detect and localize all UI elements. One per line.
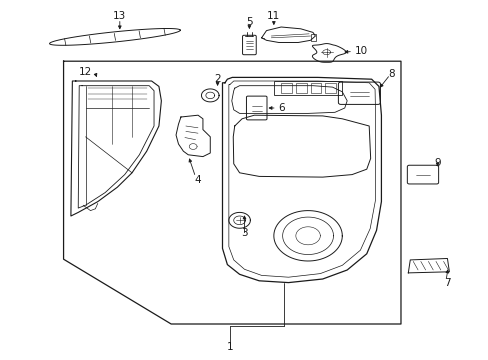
Text: 3: 3 — [241, 228, 247, 238]
Text: 8: 8 — [387, 69, 394, 79]
Text: 2: 2 — [214, 74, 221, 84]
Bar — [273, 81, 342, 95]
Bar — [325, 83, 335, 93]
Text: 13: 13 — [113, 11, 126, 21]
Text: 6: 6 — [277, 103, 284, 113]
Text: 5: 5 — [245, 17, 252, 27]
Bar — [295, 83, 306, 93]
Text: 9: 9 — [433, 158, 440, 168]
Text: 10: 10 — [354, 46, 367, 57]
Bar — [310, 34, 316, 41]
Text: 7: 7 — [443, 278, 450, 288]
Text: 12: 12 — [79, 67, 92, 77]
Text: 11: 11 — [266, 11, 280, 21]
Bar — [310, 83, 321, 93]
Bar — [281, 83, 291, 93]
Text: 4: 4 — [194, 175, 201, 185]
Text: 1: 1 — [226, 342, 233, 352]
